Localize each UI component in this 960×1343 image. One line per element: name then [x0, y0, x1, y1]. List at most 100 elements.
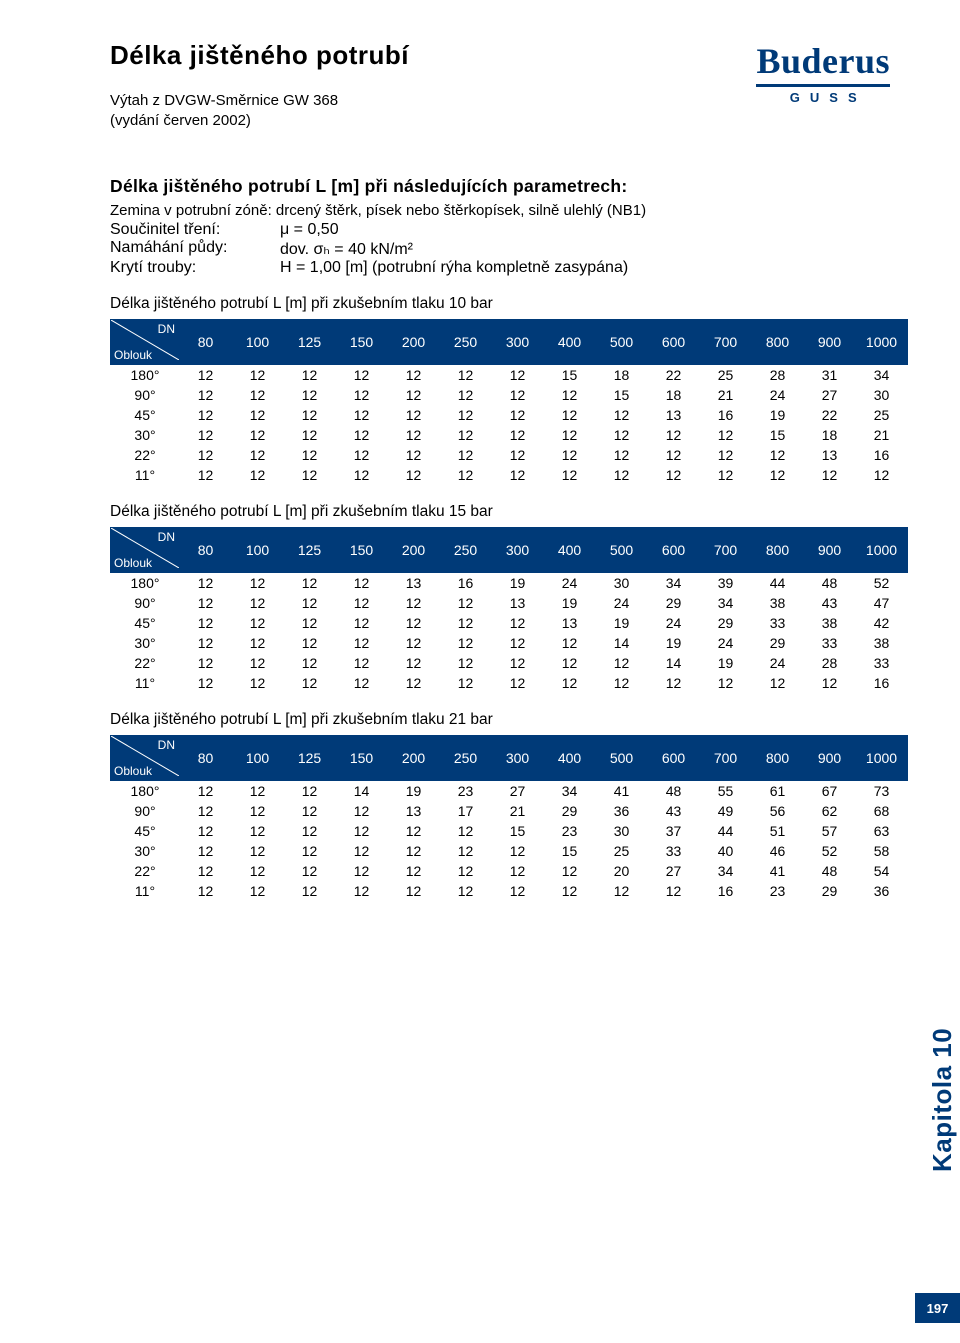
data-cell: 48	[804, 861, 856, 881]
data-cell: 12	[180, 425, 232, 445]
logo-rule	[756, 84, 890, 87]
data-cell: 12	[180, 405, 232, 425]
data-cell: 12	[180, 385, 232, 405]
data-cell: 12	[336, 445, 388, 465]
data-cell: 12	[596, 425, 648, 445]
data-cell: 12	[284, 425, 336, 445]
row-label: 30°	[111, 425, 180, 445]
data-cell: 12	[492, 465, 544, 485]
dn-column-header: 300	[492, 319, 544, 364]
data-cell: 33	[752, 613, 804, 633]
header-row: Délka jištěného potrubí Výtah z DVGW-Smě…	[110, 40, 890, 132]
dn-column-header: 500	[596, 319, 648, 364]
data-cell: 12	[284, 801, 336, 821]
data-cell: 12	[648, 465, 700, 485]
data-cell: 20	[596, 861, 648, 881]
data-cell: 12	[336, 593, 388, 613]
params-heading: Délka jištěného potrubí L [m] při násled…	[110, 176, 890, 197]
data-cell: 68	[856, 801, 908, 821]
dn-column-header: 300	[492, 527, 544, 572]
params-soil: Zemina v potrubní zóně: drcený štěrk, pí…	[110, 201, 890, 221]
data-cell: 28	[804, 653, 856, 673]
data-cell: 12	[180, 364, 232, 385]
data-cell: 12	[232, 445, 284, 465]
dn-column-header: 150	[336, 319, 388, 364]
corner-oblouk-label: Oblouk	[114, 348, 152, 362]
data-cell: 29	[752, 633, 804, 653]
parameters-block: Délka jištěného potrubí L [m] při násled…	[110, 176, 890, 277]
data-cell: 12	[180, 653, 232, 673]
param-key: Namáhání půdy:	[110, 239, 280, 259]
data-cell: 12	[232, 593, 284, 613]
data-cell: 16	[700, 405, 752, 425]
data-cell: 12	[180, 861, 232, 881]
data-cell: 15	[544, 841, 596, 861]
data-cell: 12	[440, 633, 492, 653]
param-key: Krytí trouby:	[110, 259, 280, 277]
dn-column-header: 700	[700, 527, 752, 572]
table-row: 30°1212121212121212141924293338	[111, 633, 908, 653]
corner-dn-label: DN	[158, 322, 175, 336]
page: Délka jištěného potrubí Výtah z DVGW-Smě…	[0, 0, 960, 1343]
data-cell: 12	[544, 881, 596, 901]
data-cell: 12	[336, 841, 388, 861]
data-cell: 12	[232, 861, 284, 881]
logo-word: Buderus	[756, 40, 890, 82]
data-cell: 12	[544, 425, 596, 445]
data-cell: 22	[648, 364, 700, 385]
data-cell: 12	[544, 861, 596, 881]
data-cell: 12	[388, 405, 440, 425]
data-cell: 43	[648, 801, 700, 821]
data-cell: 27	[492, 780, 544, 801]
data-cell: 47	[856, 593, 908, 613]
data-cell: 12	[388, 613, 440, 633]
data-cell: 12	[544, 465, 596, 485]
table-row: 30°1212121212121215253340465258	[111, 841, 908, 861]
data-cell: 15	[544, 364, 596, 385]
data-cell: 58	[856, 841, 908, 861]
data-cell: 12	[284, 821, 336, 841]
data-cell: 12	[388, 364, 440, 385]
corner-oblouk-label: Oblouk	[114, 556, 152, 570]
data-cell: 12	[336, 405, 388, 425]
data-cell: 54	[856, 861, 908, 881]
row-label: 11°	[111, 673, 180, 693]
data-cell: 12	[336, 613, 388, 633]
row-label: 180°	[111, 364, 180, 385]
data-cell: 34	[648, 572, 700, 593]
data-cell: 12	[336, 385, 388, 405]
row-label: 45°	[111, 405, 180, 425]
param-value: μ = 0,50	[280, 221, 339, 239]
data-cell: 39	[700, 572, 752, 593]
data-cell: 12	[180, 633, 232, 653]
data-table: DNOblouk80100125150200250300400500600700…	[110, 735, 908, 901]
tables-container: Délka jištěného potrubí L [m] při zkušeb…	[110, 295, 890, 901]
data-cell: 12	[232, 425, 284, 445]
table-caption: Délka jištěného potrubí L [m] při zkušeb…	[110, 503, 890, 521]
data-cell: 12	[388, 861, 440, 881]
data-cell: 42	[856, 613, 908, 633]
data-cell: 12	[284, 613, 336, 633]
data-cell: 12	[492, 653, 544, 673]
data-cell: 31	[804, 364, 856, 385]
data-cell: 12	[804, 673, 856, 693]
brand-logo: Buderus GUSS	[756, 40, 890, 105]
data-cell: 43	[804, 593, 856, 613]
dn-column-header: 100	[232, 527, 284, 572]
row-label: 22°	[111, 653, 180, 673]
data-cell: 12	[284, 445, 336, 465]
data-cell: 12	[492, 364, 544, 385]
data-cell: 24	[700, 633, 752, 653]
dn-column-header: 250	[440, 319, 492, 364]
data-cell: 12	[492, 425, 544, 445]
table-row: 11°1212121212121212121212121212	[111, 465, 908, 485]
data-cell: 12	[284, 465, 336, 485]
param-row: Krytí trouby:H = 1,00 [m] (potrubní rýha…	[110, 259, 890, 277]
page-number: 197	[927, 1301, 949, 1316]
data-cell: 12	[232, 673, 284, 693]
data-cell: 12	[492, 633, 544, 653]
data-cell: 12	[648, 881, 700, 901]
data-cell: 12	[284, 405, 336, 425]
data-cell: 12	[492, 861, 544, 881]
table-row: 22°1212121212121212121419242833	[111, 653, 908, 673]
